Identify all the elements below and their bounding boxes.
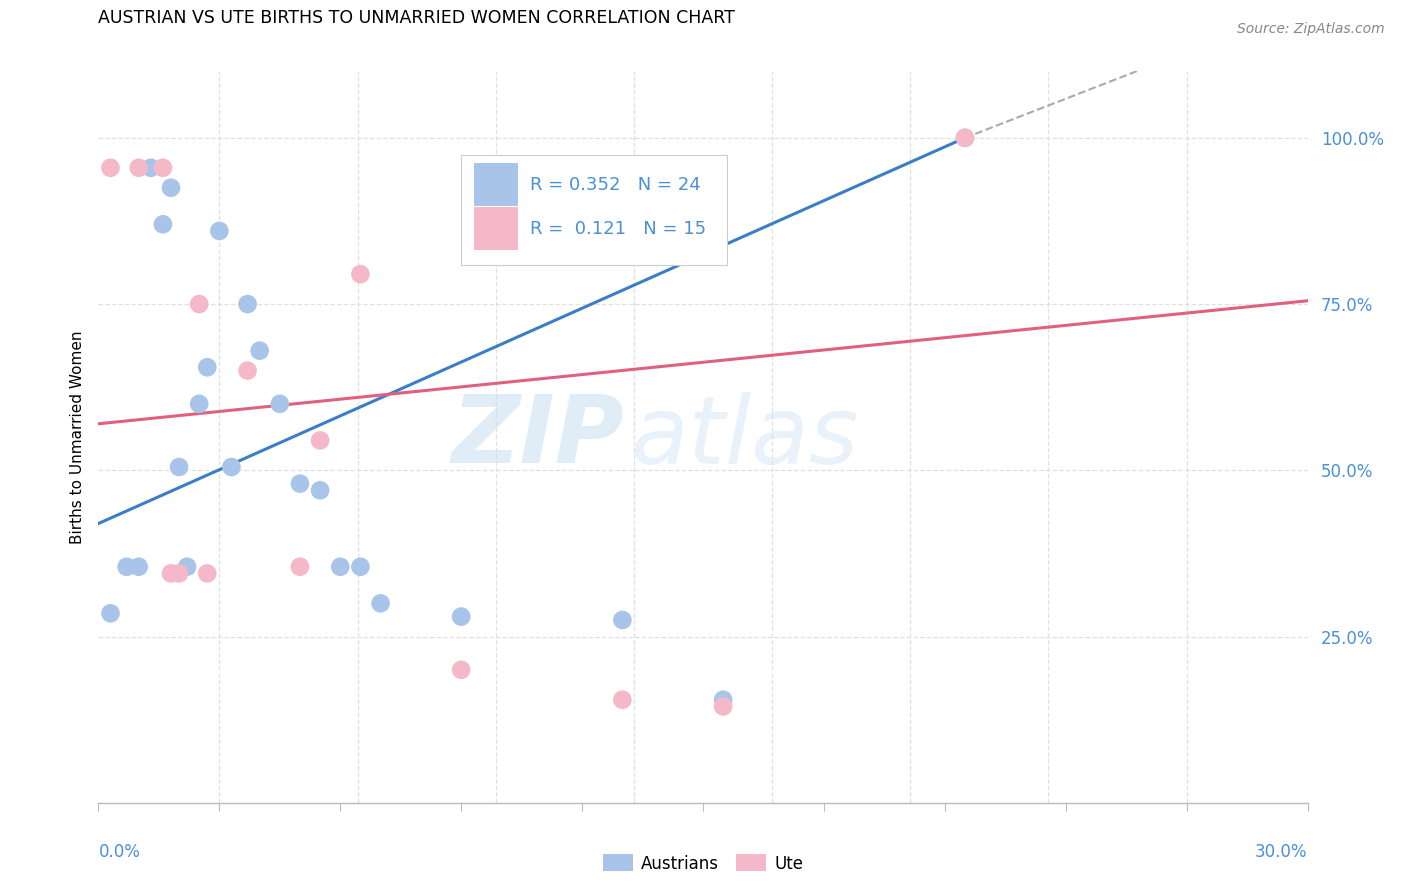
Text: Source: ZipAtlas.com: Source: ZipAtlas.com xyxy=(1237,22,1385,37)
Austrians xyxy=(612,613,634,627)
Ute xyxy=(953,131,976,145)
Ute xyxy=(188,297,211,311)
Austrians xyxy=(288,476,311,491)
FancyBboxPatch shape xyxy=(461,155,727,265)
Text: 30.0%: 30.0% xyxy=(1256,843,1308,861)
Text: atlas: atlas xyxy=(630,392,859,483)
Y-axis label: Births to Unmarried Women: Births to Unmarried Women xyxy=(69,330,84,544)
FancyBboxPatch shape xyxy=(474,207,517,250)
Ute xyxy=(100,161,122,175)
Text: R = 0.352   N = 24: R = 0.352 N = 24 xyxy=(530,176,700,194)
Ute xyxy=(152,161,174,175)
Austrians xyxy=(221,460,243,475)
Austrians xyxy=(309,483,332,498)
Austrians xyxy=(152,217,174,231)
Ute xyxy=(612,692,634,706)
Austrians xyxy=(128,559,150,574)
Ute xyxy=(160,566,183,581)
Austrians xyxy=(115,559,138,574)
Ute xyxy=(349,267,371,281)
Ute xyxy=(195,566,218,581)
Austrians xyxy=(269,397,291,411)
Austrians xyxy=(329,559,352,574)
Austrians xyxy=(208,224,231,238)
Text: 0.0%: 0.0% xyxy=(98,843,141,861)
Austrians xyxy=(953,131,976,145)
Legend: Austrians, Ute: Austrians, Ute xyxy=(596,847,810,880)
Ute xyxy=(711,699,734,714)
Text: R =  0.121   N = 15: R = 0.121 N = 15 xyxy=(530,219,706,237)
Austrians xyxy=(188,397,211,411)
Austrians xyxy=(160,180,183,194)
Ute xyxy=(288,559,311,574)
Austrians xyxy=(249,343,271,358)
Ute xyxy=(309,434,332,448)
Austrians xyxy=(349,559,371,574)
Ute xyxy=(167,566,190,581)
Austrians xyxy=(139,161,162,175)
Text: AUSTRIAN VS UTE BIRTHS TO UNMARRIED WOMEN CORRELATION CHART: AUSTRIAN VS UTE BIRTHS TO UNMARRIED WOME… xyxy=(98,10,735,28)
Austrians xyxy=(236,297,259,311)
Austrians xyxy=(450,609,472,624)
Ute xyxy=(128,161,150,175)
Ute xyxy=(236,363,259,377)
Austrians xyxy=(167,460,190,475)
FancyBboxPatch shape xyxy=(474,163,517,206)
Ute xyxy=(450,663,472,677)
Austrians xyxy=(176,559,198,574)
Austrians xyxy=(711,692,734,706)
Austrians xyxy=(100,607,122,621)
Austrians xyxy=(195,360,218,375)
Austrians xyxy=(370,596,392,610)
Text: ZIP: ZIP xyxy=(451,391,624,483)
